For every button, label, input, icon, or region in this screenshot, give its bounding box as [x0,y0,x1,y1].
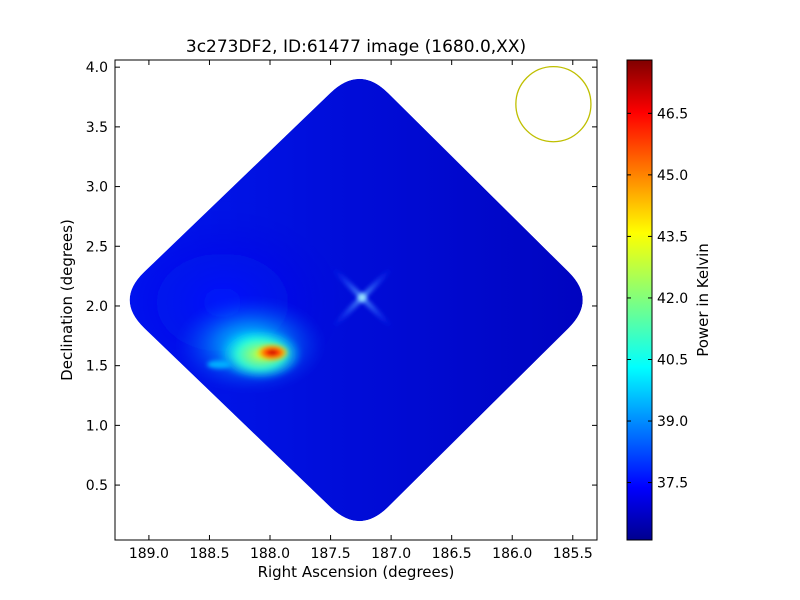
y-tick-label: 2.0 [86,299,108,315]
cross-center [358,293,367,302]
colorbar-ticks: 37.5 39.0 40.5 42.0 43.5 45.0 46.5 [627,106,688,492]
colorbar-label: Power in Kelvin [694,243,712,357]
y-tick-label: 4.0 [86,60,108,76]
peak [255,343,290,362]
colorbar-tick-label: 43.5 [657,229,688,245]
colorbar-tick-label: 46.5 [657,106,688,122]
x-tick-label: 188.0 [250,546,290,562]
y-tick-label: 1.0 [86,418,108,434]
y-tick-label: 3.5 [86,120,108,136]
x-tick-label: 185.5 [553,546,593,562]
y-tick-label: 2.5 [86,239,108,255]
beam-circle [515,65,592,143]
y-tick-label: 1.5 [86,359,108,375]
x-tick-label: 187.0 [371,546,411,562]
heatmap-image [129,78,583,522]
colorbar-tick-label: 37.5 [657,476,688,492]
x-tick-label: 188.5 [189,546,229,562]
colorbar-gradient [626,59,653,541]
colorbar-tick-label: 40.5 [657,352,688,368]
colorbar-tick-label: 45.0 [657,168,688,184]
x-tick-label: 186.0 [492,546,532,562]
plot-frame [114,59,598,541]
y-axis: 0.5 1.0 1.5 2.0 2.5 3.0 3.5 4.0 [86,60,597,494]
x-tick-label: 189.0 [129,546,169,562]
x-axis: 189.0 188.5 188.0 187.5 187.0 186.5 186.0 185.5 [129,60,593,562]
x-axis-label: Right Ascension (degrees) [258,563,455,581]
chart-title: 3c273DF2, ID:61477 image (1680.0,XX) [186,37,526,57]
colorbar-tick-label: 39.0 [657,414,688,430]
secondary-source [207,360,232,369]
x-tick-label: 187.5 [311,546,351,562]
y-tick-label: 3.0 [86,180,108,196]
x-tick-label: 186.5 [432,546,472,562]
y-axis-label: Declination (degrees) [58,219,76,381]
y-tick-label: 0.5 [86,478,108,494]
colorbar: 37.5 39.0 40.5 42.0 43.5 45.0 46.5 Power in Ke… [626,59,712,541]
cross-artifact [330,265,395,330]
colorbar-tick-label: 42.0 [657,291,688,307]
